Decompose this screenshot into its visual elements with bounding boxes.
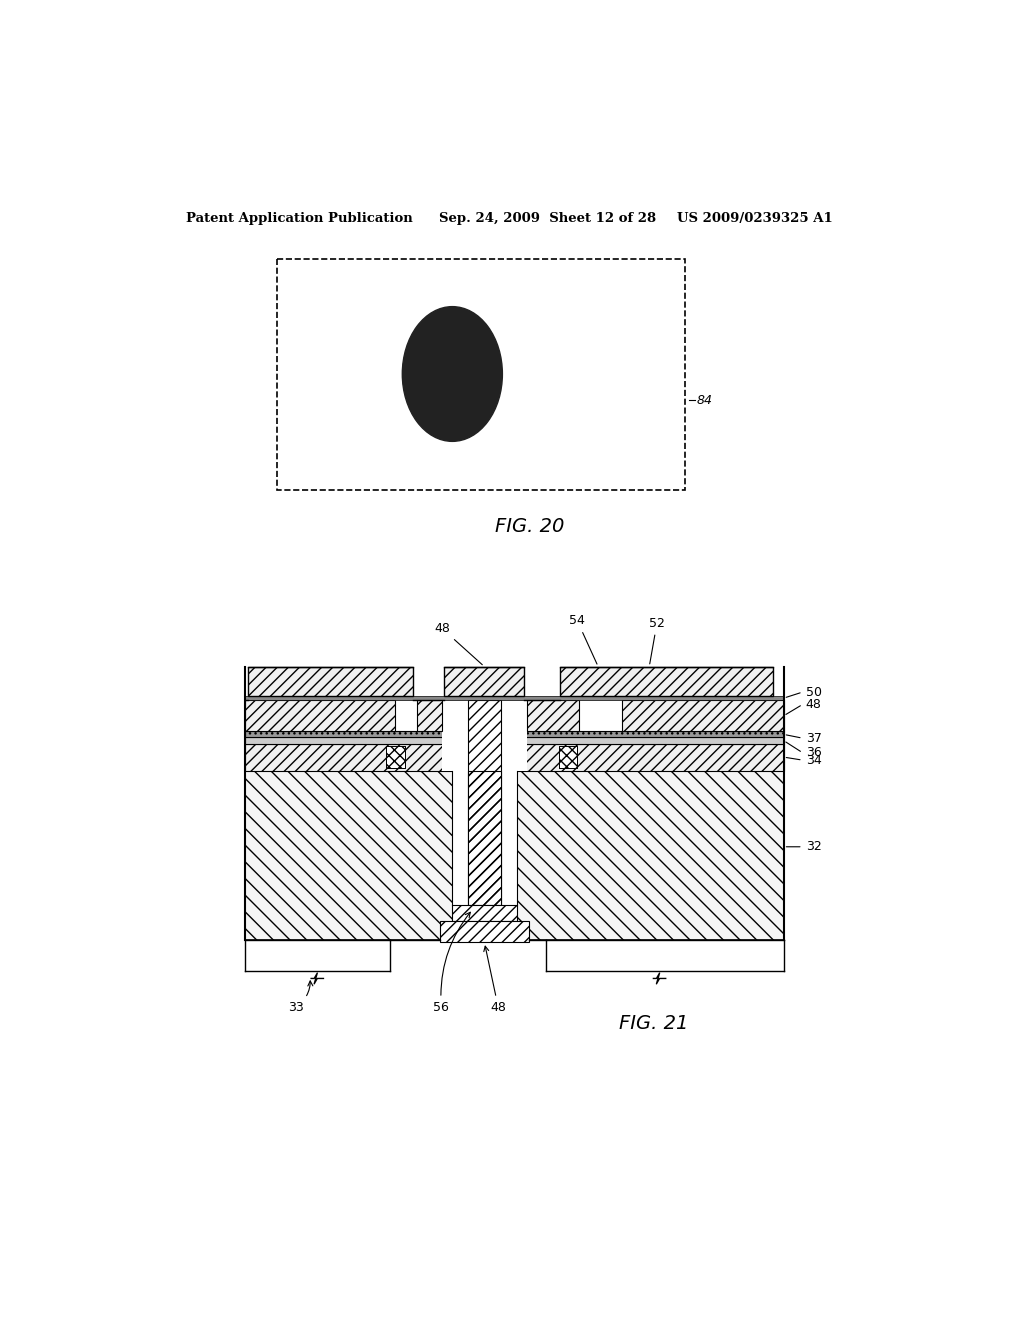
Bar xyxy=(245,743,783,771)
Text: 36: 36 xyxy=(806,746,821,759)
Bar xyxy=(468,701,501,906)
Text: FIG. 20: FIG. 20 xyxy=(496,517,564,536)
Bar xyxy=(386,746,404,768)
Bar xyxy=(417,701,442,731)
Bar xyxy=(622,701,783,731)
Bar xyxy=(560,667,773,696)
Bar xyxy=(468,771,501,906)
Bar xyxy=(526,701,579,731)
Bar xyxy=(559,746,578,768)
Text: 37: 37 xyxy=(806,731,821,744)
Text: 32: 32 xyxy=(806,841,821,853)
Bar xyxy=(622,701,783,731)
Bar xyxy=(245,731,783,738)
Bar xyxy=(276,259,685,490)
Bar xyxy=(245,738,783,743)
Text: 33: 33 xyxy=(288,981,313,1014)
Bar xyxy=(452,906,517,921)
Bar xyxy=(440,921,528,942)
Text: 48: 48 xyxy=(434,622,482,665)
Text: US 2009/0239325 A1: US 2009/0239325 A1 xyxy=(677,213,833,224)
Text: FIG. 21: FIG. 21 xyxy=(620,1014,689,1032)
Bar xyxy=(249,667,413,696)
Bar xyxy=(245,743,783,771)
Bar xyxy=(526,701,579,731)
Bar xyxy=(442,701,526,743)
Text: 56: 56 xyxy=(433,912,470,1014)
Bar xyxy=(468,771,501,906)
Ellipse shape xyxy=(402,306,503,441)
Bar xyxy=(245,771,783,940)
Bar xyxy=(245,771,783,940)
Bar xyxy=(452,906,517,921)
Text: 52: 52 xyxy=(649,616,665,664)
Text: 54: 54 xyxy=(569,614,597,664)
Text: 34: 34 xyxy=(806,754,821,767)
Bar xyxy=(417,701,442,731)
Bar xyxy=(452,771,517,906)
Bar xyxy=(440,921,528,942)
Bar xyxy=(245,701,395,731)
Text: 48: 48 xyxy=(483,946,506,1014)
Bar xyxy=(444,667,524,696)
Bar xyxy=(468,771,501,906)
Bar xyxy=(444,667,524,696)
Bar xyxy=(559,746,578,768)
Bar xyxy=(386,746,404,768)
Text: 50: 50 xyxy=(806,685,822,698)
Text: Patent Application Publication: Patent Application Publication xyxy=(186,213,413,224)
Text: Sep. 24, 2009  Sheet 12 of 28: Sep. 24, 2009 Sheet 12 of 28 xyxy=(438,213,655,224)
Bar xyxy=(249,667,413,696)
Bar xyxy=(468,701,501,906)
Bar xyxy=(245,696,783,701)
Bar xyxy=(245,731,783,738)
Bar xyxy=(245,701,395,731)
Bar xyxy=(560,667,773,696)
Bar xyxy=(559,746,578,768)
Bar xyxy=(442,743,526,771)
Text: 48: 48 xyxy=(806,698,821,711)
Bar xyxy=(386,746,404,768)
Text: 84: 84 xyxy=(696,393,713,407)
